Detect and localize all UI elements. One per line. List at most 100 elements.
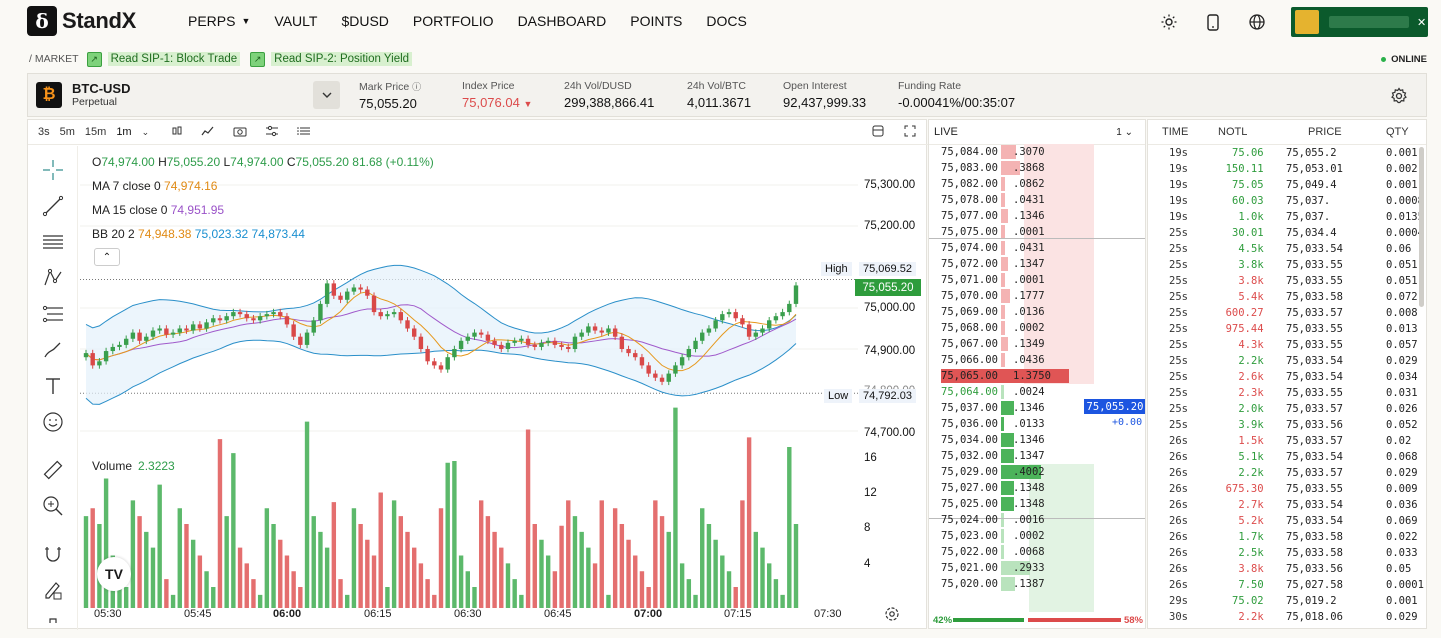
- ask-row[interactable]: 75,068.00 .0002: [929, 320, 1145, 336]
- globe-icon[interactable]: [1247, 12, 1267, 32]
- info-icon: ⓘ: [412, 82, 422, 92]
- bid-row[interactable]: 75,036.00 .0133: [929, 416, 1145, 432]
- volume-bar: [633, 555, 638, 608]
- camera-icon[interactable]: [233, 125, 247, 140]
- nav-points[interactable]: POINTS: [630, 13, 683, 29]
- ask-row[interactable]: 75,082.00 .0862: [929, 176, 1145, 192]
- bid-row[interactable]: 75,023.00 .0002: [929, 528, 1145, 544]
- ask-row[interactable]: 75,069.00 .0136: [929, 304, 1145, 320]
- trade-price: 75,033.56: [1286, 419, 1343, 431]
- collapse-legend-button[interactable]: ⌃: [94, 248, 120, 266]
- magnet-icon[interactable]: [41, 542, 65, 566]
- emoji-icon[interactable]: [41, 410, 65, 434]
- sun-icon[interactable]: [1159, 12, 1179, 32]
- chart-settings-icon[interactable]: [884, 606, 900, 627]
- nav-docs[interactable]: DOCS: [706, 13, 747, 29]
- volume-bar: [237, 547, 243, 608]
- bid-row[interactable]: 75,020.00 .1387: [929, 576, 1145, 592]
- interval-5m[interactable]: 5m: [59, 126, 75, 138]
- candle: [164, 328, 169, 335]
- lock-pencil-icon[interactable]: [41, 578, 65, 602]
- logo-mark: δ: [27, 6, 57, 36]
- pattern-icon[interactable]: [41, 266, 65, 290]
- gear-icon[interactable]: [1390, 87, 1408, 105]
- chevron-down-icon[interactable]: [313, 81, 340, 109]
- settings-sliders-icon[interactable]: [265, 125, 279, 140]
- bid-row[interactable]: 75,064.00 .0024: [929, 384, 1145, 400]
- horizontal-lines-icon[interactable]: [41, 230, 65, 254]
- trade-qty: 0.001: [1386, 595, 1418, 607]
- ask-row[interactable]: 75,075.00 .0001: [929, 224, 1145, 240]
- group-selector[interactable]: 1 ⌄: [1116, 126, 1133, 138]
- nav-vault[interactable]: VAULT: [274, 13, 318, 29]
- zoom-in-icon[interactable]: [41, 494, 65, 518]
- fib-icon[interactable]: [41, 302, 65, 326]
- ask-row[interactable]: 75,084.00 .3070: [929, 144, 1145, 160]
- interval-1m[interactable]: 1m: [116, 126, 132, 138]
- price-chart[interactable]: [28, 146, 928, 630]
- bid-row[interactable]: 75,024.00 .0016: [929, 512, 1145, 528]
- ask-size-bar: [941, 369, 1069, 383]
- announcement-sip1[interactable]: ↗ Read SIP-1: Block Trade: [86, 51, 241, 67]
- volume-bar: [144, 531, 149, 608]
- bid-row[interactable]: 75,021.00 .2933: [929, 560, 1145, 576]
- ruler-icon[interactable]: [41, 458, 65, 482]
- candle: [244, 314, 249, 319]
- trade-qty: 0.001: [1386, 147, 1418, 159]
- trash-icon[interactable]: [41, 614, 65, 638]
- top-nav: δ StandX PERPS ▼ VAULT $DUSD PORTFOLIO DASHBO…: [0, 0, 1441, 44]
- mobile-icon[interactable]: [1203, 12, 1223, 32]
- chevron-down-icon[interactable]: ⌄: [141, 126, 150, 137]
- volume-bar: [733, 587, 738, 608]
- database-icon[interactable]: [872, 125, 884, 140]
- fullscreen-icon[interactable]: [904, 125, 916, 140]
- list-icon[interactable]: [297, 125, 311, 140]
- ask-row[interactable]: 75,083.00 .3868: [929, 160, 1145, 176]
- ask-row[interactable]: 75,072.00 .1347: [929, 256, 1145, 272]
- volume-bar: [679, 563, 685, 608]
- ask-row[interactable]: 75,067.00 .1349: [929, 336, 1145, 352]
- ask-row[interactable]: 75,078.00 .0431: [929, 192, 1145, 208]
- ask-row[interactable]: 75,065.00 1.3750: [929, 368, 1145, 384]
- trend-line-icon[interactable]: [41, 194, 65, 218]
- candle: [465, 336, 470, 341]
- trade-qty: 0.026: [1386, 403, 1418, 415]
- brush-icon[interactable]: [41, 338, 65, 362]
- candle: [345, 291, 350, 300]
- logo[interactable]: δ StandX: [27, 6, 136, 36]
- ask-row[interactable]: 75,074.00 .0431: [929, 240, 1145, 256]
- y-tick: 75,000.00: [864, 302, 916, 314]
- bid-row[interactable]: 75,037.00 .1346: [929, 400, 1145, 416]
- ask-row[interactable]: 75,071.00 .0001: [929, 272, 1145, 288]
- close-icon[interactable]: ✕: [1417, 16, 1427, 29]
- bid-row[interactable]: 75,032.00 .1347: [929, 448, 1145, 464]
- bid-row[interactable]: 75,034.00 .1346: [929, 432, 1145, 448]
- nav-perps[interactable]: PERPS ▼: [188, 13, 251, 29]
- trade-price: 75,049.4: [1286, 179, 1337, 191]
- crosshair-icon[interactable]: [41, 158, 65, 182]
- y-tick: 74,700.00: [864, 427, 916, 439]
- wallet-button[interactable]: ✕: [1291, 7, 1428, 37]
- nav-portfolio[interactable]: PORTFOLIO: [412, 13, 494, 29]
- ask-row[interactable]: 75,077.00 .1346: [929, 208, 1145, 224]
- scrollbar[interactable]: [1419, 147, 1424, 307]
- candle-type-icon[interactable]: [171, 125, 183, 140]
- trade-row: 25s 3.9k 75,033.56 0.052: [1148, 418, 1426, 434]
- bollinger-band-fill: [86, 265, 796, 405]
- bid-row[interactable]: 75,025.00 .1348: [929, 496, 1145, 512]
- text-icon[interactable]: [41, 374, 65, 398]
- bid-row[interactable]: 75,022.00 .0068: [929, 544, 1145, 560]
- nav-dashboard[interactable]: DASHBOARD: [517, 13, 607, 29]
- ask-row[interactable]: 75,066.00 .0436: [929, 352, 1145, 368]
- ask-row[interactable]: 75,070.00 .1777: [929, 288, 1145, 304]
- nav-dusd[interactable]: $DUSD: [341, 13, 389, 29]
- pair-selector[interactable]: ₿ BTC-USD Perpetual: [36, 81, 131, 108]
- candle: [478, 332, 484, 335]
- bid-row[interactable]: 75,029.00 .4002: [929, 464, 1145, 480]
- indicators-icon[interactable]: [201, 125, 215, 140]
- interval-15m[interactable]: 15m: [84, 126, 107, 138]
- bid-row[interactable]: 75,027.00 .1348: [929, 480, 1145, 496]
- announcement-sip2[interactable]: ↗ Read SIP-2: Position Yield: [250, 51, 413, 67]
- tradingview-logo[interactable]: TV: [97, 557, 131, 591]
- interval-3s[interactable]: 3s: [38, 126, 50, 138]
